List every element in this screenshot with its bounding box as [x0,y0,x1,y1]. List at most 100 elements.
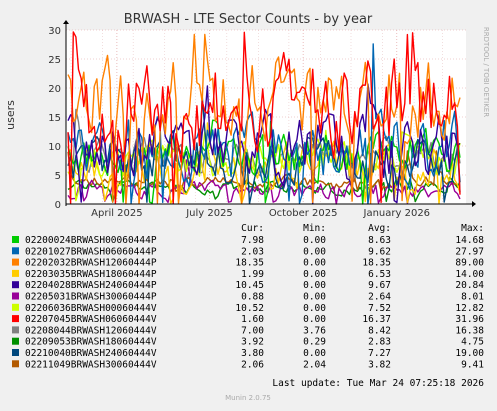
legend-value: 0.00 [303,269,326,280]
legend-value: 10.52 [235,303,264,314]
legend-value: 0.00 [303,348,326,359]
legend-value: 3.82 [368,359,391,370]
y-tick-label: 30 [48,26,61,37]
legend-swatch [12,315,19,323]
legend-value: 0.00 [303,246,326,257]
legend-swatch [12,247,19,255]
x-tick-label: January 2026 [363,208,431,219]
legend-series-name: 02210040BRWASH24060444V [25,348,157,359]
legend-value: 9.62 [368,246,391,257]
legend-value: 2.04 [303,359,326,370]
legend-series-name: 02207045BRWASH06060444V [25,314,157,325]
y-tick-label: 0 [55,200,61,211]
legend-value: 14.68 [455,235,484,246]
legend-header: Cur: [241,223,264,234]
legend-series-name: 02200024BRWASH00060444P [25,235,157,246]
legend-value: 14.00 [455,269,484,280]
legend-series-name: 02203035BRWASH18060444P [25,269,157,280]
legend-value: 0.00 [303,258,326,269]
y-axis-arrow [63,20,69,24]
legend-header: Avg: [368,223,391,234]
y-tick-label: 20 [48,84,61,95]
legend-series-name: 02206036BRWASH00060444V [25,303,157,314]
legend-value: 3.92 [241,337,264,348]
legend-value: 3.76 [303,325,326,336]
axes [63,20,476,207]
legend-value: 7.00 [241,325,264,336]
y-axis-label: users [4,100,17,130]
legend-value: 0.00 [303,314,326,325]
legend-series-name: 02209053BRWASH18060444V [25,337,157,348]
y-tick-label: 10 [48,142,61,153]
rrdtool-watermark: RRDTOOL / TOBI OETIKER [482,27,490,117]
series-line-02210040BRWASH24060444V [67,95,461,205]
legend-value: 20.84 [455,280,484,291]
x-tick-label: July 2025 [185,208,233,219]
legend-value: 0.88 [241,292,264,303]
legend-swatch [12,360,19,368]
legend-series-name: 02202032BRWASH12060444P [25,258,157,269]
legend-value: 10.45 [235,280,264,291]
legend-swatch [12,303,19,311]
legend-value: 7.52 [368,303,391,314]
legend-value: 3.80 [241,348,264,359]
legend-value: 2.64 [368,292,391,303]
legend-value: 0.00 [303,292,326,303]
y-tick-labels: 0 5 10 15 20 25 30 [48,26,61,211]
legend-swatch [12,258,19,266]
chart-title: BRWASH - LTE Sector Counts - by year [124,12,373,27]
series-layer [67,31,461,205]
legend-value: 2.06 [241,359,264,370]
legend-value: 1.60 [241,314,264,325]
legend-value: 8.42 [368,325,391,336]
legend-series-name: 02205031BRWASH30060444P [25,292,157,303]
legend-value: 16.37 [362,314,391,325]
legend-value: 18.35 [362,258,391,269]
legend-value: 1.99 [241,269,264,280]
legend-value: 0.00 [303,280,326,291]
legend-value: 27.97 [455,246,484,257]
legend-value: 0.29 [303,337,326,348]
legend-value: 31.96 [455,314,484,325]
legend-swatch [12,292,19,300]
legend-value: 2.03 [241,246,264,257]
legend-value: 89.00 [455,258,484,269]
legend-series-name: 02211049BRWASH30060444V [25,359,157,370]
x-tick-label: October 2025 [269,208,338,219]
x-tick-label: April 2025 [91,208,142,219]
legend-swatch [12,281,19,289]
legend-value: 7.27 [368,348,391,359]
legend-swatch [12,349,19,356]
legend-value: 9.67 [368,280,391,291]
y-tick-label: 5 [55,171,61,182]
legend-value: 6.53 [368,269,391,280]
y-tick-label: 25 [48,55,61,66]
legend-header: Max: [461,223,484,234]
x-axis-arrow [472,201,476,207]
series-line-02207045BRWASH06060444V [67,31,461,205]
legend-value: 7.98 [241,235,264,246]
legend-series-name: 02208044BRWASH12060444V [25,325,157,336]
legend-value: 16.38 [455,325,484,336]
x-tick-labels: April 2025 July 2025 October 2025 January 2… [91,208,430,219]
legend-swatch [12,269,19,277]
legend-value: 2.83 [368,337,391,348]
legend-value: 8.63 [368,235,391,246]
legend-value: 0.00 [303,303,326,314]
legend-value: 4.75 [461,337,484,348]
legend-value: 8.01 [461,292,484,303]
series-line-02201027BRWASH06060444P [67,43,461,205]
last-update-text: Last update: Tue Mar 24 07:25:18 2026 [272,378,484,389]
legend-header: Min: [303,223,326,234]
legend-value: 18.35 [235,258,264,269]
legend-value: 9.41 [461,359,484,370]
munin-footer: Munin 2.0.75 [225,394,271,402]
legend-swatch [12,337,19,345]
y-tick-label: 15 [48,113,61,124]
legend-series-name: 02201027BRWASH06060444P [25,246,157,257]
legend-value: 12.82 [455,303,484,314]
legend-swatch [12,236,19,243]
legend: Cur: Min: Avg: Max: 02200024BRWASH00060444P 7… [12,223,484,370]
